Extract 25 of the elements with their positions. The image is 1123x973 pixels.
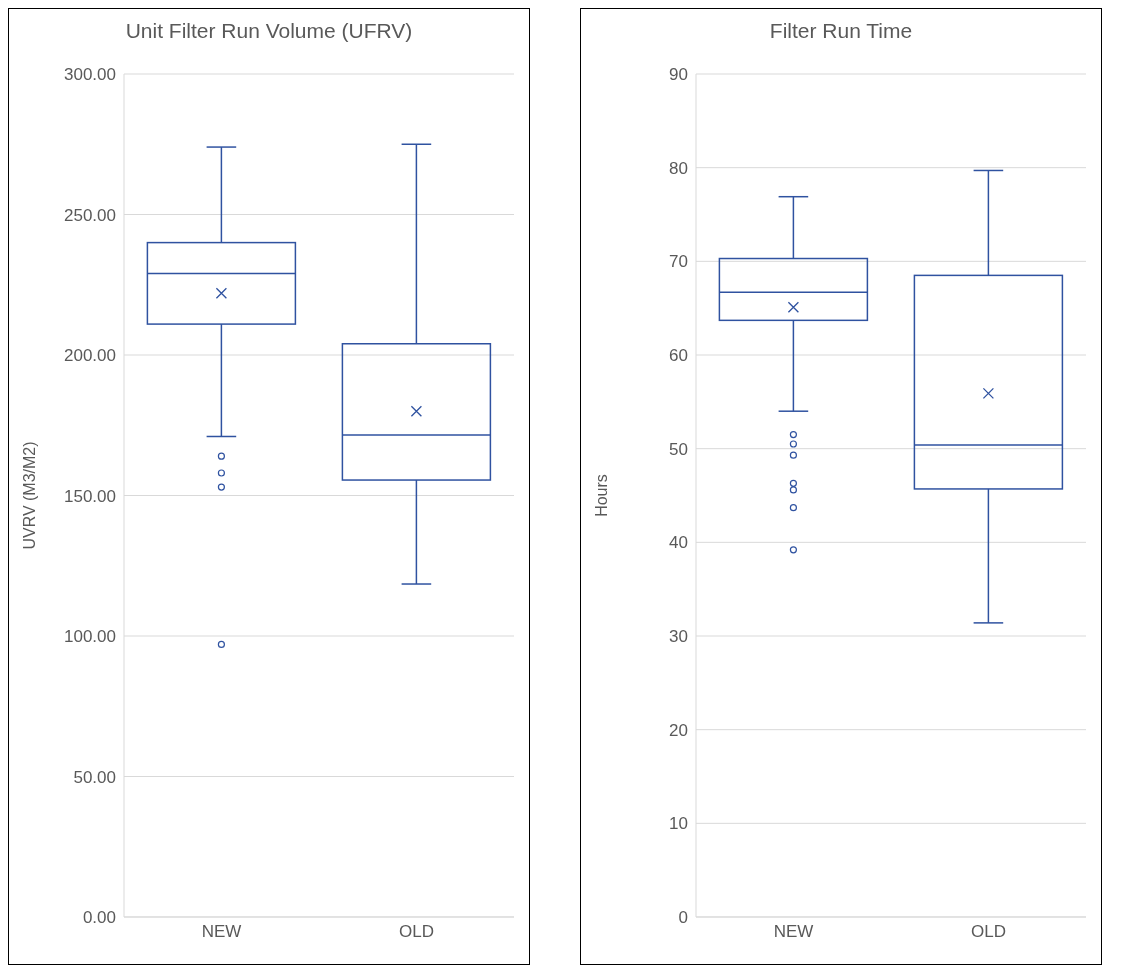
y-tick-label: 150.00 [64, 486, 116, 506]
y-tick-label: 90 [669, 65, 688, 85]
x-tick-label: NEW [201, 922, 242, 942]
y-axis-title: Hours [592, 474, 610, 517]
chart-title: Filter Run Time [768, 19, 914, 43]
y-tick-label: 50 [669, 439, 688, 459]
y-tick-label: 80 [669, 158, 688, 178]
y-tick-label: 200.00 [64, 346, 116, 366]
x-tick-label: OLD [399, 922, 434, 942]
y-tick-label: 0.00 [82, 908, 116, 928]
y-tick-label: 300.00 [64, 65, 116, 85]
y-tick-label: 100.00 [64, 627, 116, 647]
y-tick-label: 30 [669, 627, 688, 647]
y-tick-label: 70 [669, 252, 688, 272]
y-tick-label: 250.00 [64, 205, 116, 225]
y-tick-label: 10 [669, 814, 688, 834]
y-tick-label: 60 [669, 346, 688, 366]
y-tick-label: 40 [669, 533, 688, 553]
x-tick-label: OLD [971, 922, 1006, 942]
x-tick-label: NEW [773, 922, 814, 942]
chart-title: Unit Filter Run Volume (UFRV) [124, 19, 414, 43]
y-tick-label: 50.00 [73, 767, 116, 787]
y-axis-title: UVRV (M3/M2) [20, 441, 38, 550]
y-tick-label: 0 [678, 908, 688, 928]
y-tick-label: 20 [669, 720, 688, 740]
